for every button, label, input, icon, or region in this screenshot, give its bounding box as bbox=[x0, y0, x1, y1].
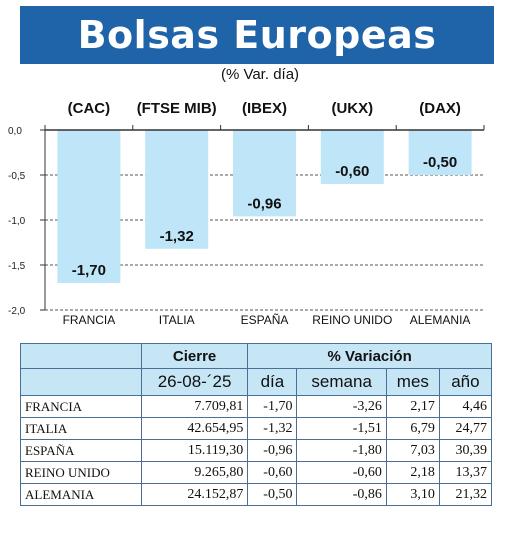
row-cierre: 42.654,95 bbox=[140, 417, 249, 440]
chart-title: Bolsas Europeas bbox=[77, 13, 437, 57]
data-table: Cierre % Variación 26-08-´25 día semana … bbox=[20, 343, 493, 506]
y-tick-label: 0,0 bbox=[8, 126, 22, 137]
data-label: -0,60 bbox=[335, 163, 369, 180]
data-label: -1,70 bbox=[72, 262, 106, 279]
row-ano: 21,32 bbox=[438, 483, 493, 506]
index-label: (UKX) bbox=[331, 100, 373, 117]
row-mes: 7,03 bbox=[385, 439, 440, 462]
row-mes: 6,79 bbox=[385, 417, 440, 440]
data-label: -1,32 bbox=[160, 228, 194, 245]
row-name: FRANCIA bbox=[20, 395, 142, 418]
row-semana: -1,51 bbox=[296, 417, 387, 440]
row-dia: -1,70 bbox=[247, 395, 298, 418]
header-blank-2 bbox=[20, 368, 142, 396]
row-cierre: 15.119,30 bbox=[140, 439, 249, 462]
row-mes: 3,10 bbox=[385, 483, 440, 506]
table-row: REINO UNIDO 9.265,80 -0,60 -0,60 2,18 13… bbox=[20, 461, 493, 484]
row-dia: -1,32 bbox=[247, 417, 298, 440]
row-mes: 2,17 bbox=[385, 395, 440, 418]
row-name: ITALIA bbox=[20, 417, 142, 440]
title-band: Bolsas Europeas bbox=[20, 6, 494, 64]
row-name: REINO UNIDO bbox=[20, 461, 142, 484]
row-dia: -0,96 bbox=[247, 439, 298, 462]
index-label: (CAC) bbox=[68, 100, 111, 117]
index-label: (IBEX) bbox=[242, 100, 287, 117]
row-semana: -1,80 bbox=[296, 439, 387, 462]
row-semana: -3,26 bbox=[296, 395, 387, 418]
table-row: ESPAÑA 15.119,30 -0,96 -1,80 7,03 30,39 bbox=[20, 439, 493, 462]
data-table-container: Cierre % Variación 26-08-´25 día semana … bbox=[20, 343, 493, 506]
x-tick-label: ALEMANIA bbox=[410, 313, 471, 327]
row-cierre: 9.265,80 bbox=[140, 461, 249, 484]
y-tick-label: -2,0 bbox=[8, 306, 26, 317]
bar bbox=[145, 130, 209, 249]
table-row: ALEMANIA 24.152,87 -0,50 -0,86 3,10 21,3… bbox=[20, 483, 493, 506]
row-name: ESPAÑA bbox=[20, 439, 142, 462]
header-variacion: % Variación bbox=[247, 343, 492, 369]
index-label: (DAX) bbox=[419, 100, 461, 117]
bar bbox=[320, 130, 384, 184]
header-blank bbox=[20, 343, 142, 369]
bar bbox=[233, 130, 296, 217]
table-header-row-1: Cierre % Variación bbox=[20, 343, 492, 369]
row-cierre: 7.709,81 bbox=[140, 395, 249, 418]
row-dia: -0,60 bbox=[247, 461, 298, 484]
header-col-dia: día bbox=[247, 368, 298, 396]
y-tick-label: -1,5 bbox=[8, 261, 26, 272]
table-header-row-2: 26-08-´25 día semana mes año bbox=[20, 368, 493, 396]
row-mes: 2,18 bbox=[385, 461, 440, 484]
row-name: ALEMANIA bbox=[20, 483, 142, 506]
header-col-mes: mes bbox=[385, 368, 440, 396]
data-label: -0,96 bbox=[247, 195, 281, 212]
y-tick-label: -0,5 bbox=[8, 171, 26, 182]
x-tick-label: ESPAÑA bbox=[241, 313, 289, 327]
bar-chart: 0,0 -0,5 -1,0 -1,5 -2,0 -1,70 (CAC) FRANCIA -1,3… bbox=[8, 100, 485, 327]
header-cierre: Cierre bbox=[140, 343, 249, 369]
x-tick-label: FRANCIA bbox=[63, 313, 116, 327]
row-semana: -0,60 bbox=[296, 461, 387, 484]
row-ano: 13,37 bbox=[438, 461, 493, 484]
row-cierre: 24.152,87 bbox=[140, 483, 249, 506]
bar bbox=[57, 130, 121, 283]
table-row: ITALIA 42.654,95 -1,32 -1,51 6,79 24,77 bbox=[20, 417, 493, 440]
bar bbox=[408, 130, 472, 175]
header-date: 26-08-´25 bbox=[140, 368, 249, 396]
data-label: -0,50 bbox=[423, 154, 457, 171]
row-ano: 24,77 bbox=[438, 417, 493, 440]
row-semana: -0,86 bbox=[296, 483, 387, 506]
x-tick-label: ITALIA bbox=[159, 313, 195, 327]
header-col-ano: año bbox=[438, 368, 493, 396]
row-ano: 30,39 bbox=[438, 439, 493, 462]
index-label: (FTSE MIB) bbox=[137, 100, 217, 117]
chart-subtitle: (% Var. día) bbox=[220, 66, 300, 83]
header-col-semana: semana bbox=[296, 368, 387, 396]
x-tick-label: REINO UNIDO bbox=[312, 313, 392, 327]
row-dia: -0,50 bbox=[247, 483, 298, 506]
y-tick-label: -1,0 bbox=[8, 216, 26, 227]
row-ano: 4,46 bbox=[438, 395, 493, 418]
table-row: FRANCIA 7.709,81 -1,70 -3,26 2,17 4,46 bbox=[20, 395, 493, 418]
